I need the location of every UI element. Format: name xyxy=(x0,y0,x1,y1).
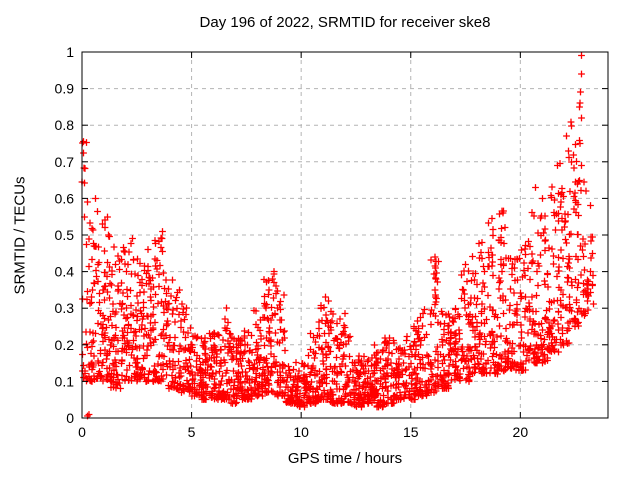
y-tick-label: 0.5 xyxy=(55,227,75,243)
x-tick-label: 5 xyxy=(188,424,196,440)
x-tick-label: 0 xyxy=(78,424,86,440)
tick-labels: 0 5 10 15 20 0 0.1 0.2 0.3 0.4 0.5 0.6 0.7 0.8 0.9 1 xyxy=(55,44,529,440)
y-tick-label: 0.3 xyxy=(55,300,75,316)
y-tick-label: 0 xyxy=(66,410,74,426)
y-tick-label: 1 xyxy=(66,44,74,60)
scatter-points xyxy=(78,52,597,420)
chart-title: Day 196 of 2022, SRMTID for receiver ske… xyxy=(199,14,491,31)
y-tick-label: 0.9 xyxy=(55,81,75,97)
axes xyxy=(81,51,609,419)
y-tick-label: 0.8 xyxy=(55,117,75,133)
y-tick-label: 0.2 xyxy=(55,337,75,353)
y-tick-label: 0.4 xyxy=(55,264,75,280)
x-axis-label: GPS time / hours xyxy=(287,450,403,467)
x-tick-label: 20 xyxy=(513,424,529,440)
y-tick-label: 0.6 xyxy=(55,190,75,206)
x-tick-label: 15 xyxy=(403,424,419,440)
y-tick-label: 0.7 xyxy=(55,154,75,170)
y-tick-label: 0.1 xyxy=(55,373,75,389)
x-tick-label: 10 xyxy=(293,424,309,440)
